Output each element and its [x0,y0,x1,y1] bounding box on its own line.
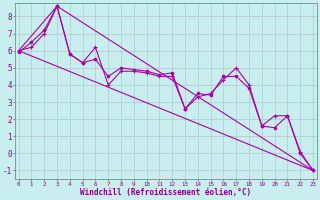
X-axis label: Windchill (Refroidissement éolien,°C): Windchill (Refroidissement éolien,°C) [80,188,252,197]
